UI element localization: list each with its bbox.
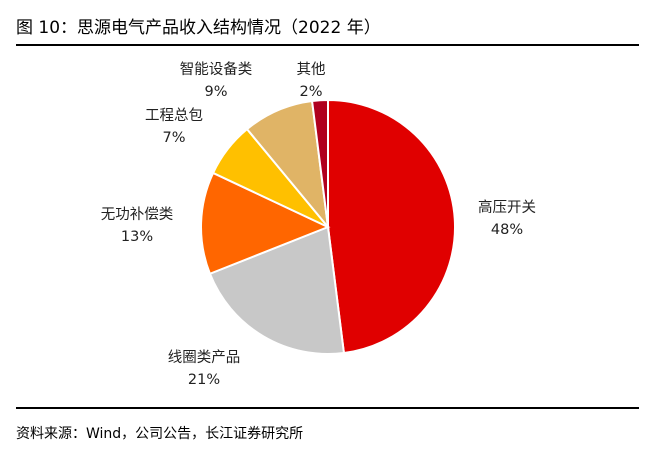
source-note: 资料来源：Wind，公司公告，长江证券研究所: [16, 426, 304, 442]
slice-label: 工程总包: [145, 107, 203, 124]
chart-title: 图 10：思源电气产品收入结构情况（2022 年）: [16, 18, 381, 38]
slice-label: 无功补偿类: [101, 206, 174, 223]
slice-label: 智能设备类: [180, 61, 253, 78]
slice-label: 其他: [297, 61, 326, 78]
bottom-rule: [16, 407, 639, 409]
slice-percent: 2%: [299, 84, 322, 100]
slice-percent: 21%: [188, 372, 220, 388]
slice-percent: 48%: [491, 222, 523, 238]
pie-slice: [310, 98, 329, 228]
slice-percent: 13%: [121, 229, 153, 245]
slice-percent: 9%: [204, 84, 227, 100]
slice-label: 线圈类产品: [168, 349, 241, 366]
slice-label: 高压开关: [478, 199, 536, 216]
pie-slice: [208, 225, 346, 355]
pie-slice: [327, 98, 456, 355]
slice-percent: 7%: [162, 130, 185, 146]
pie-slice: [200, 171, 331, 276]
top-rule: [16, 44, 639, 46]
